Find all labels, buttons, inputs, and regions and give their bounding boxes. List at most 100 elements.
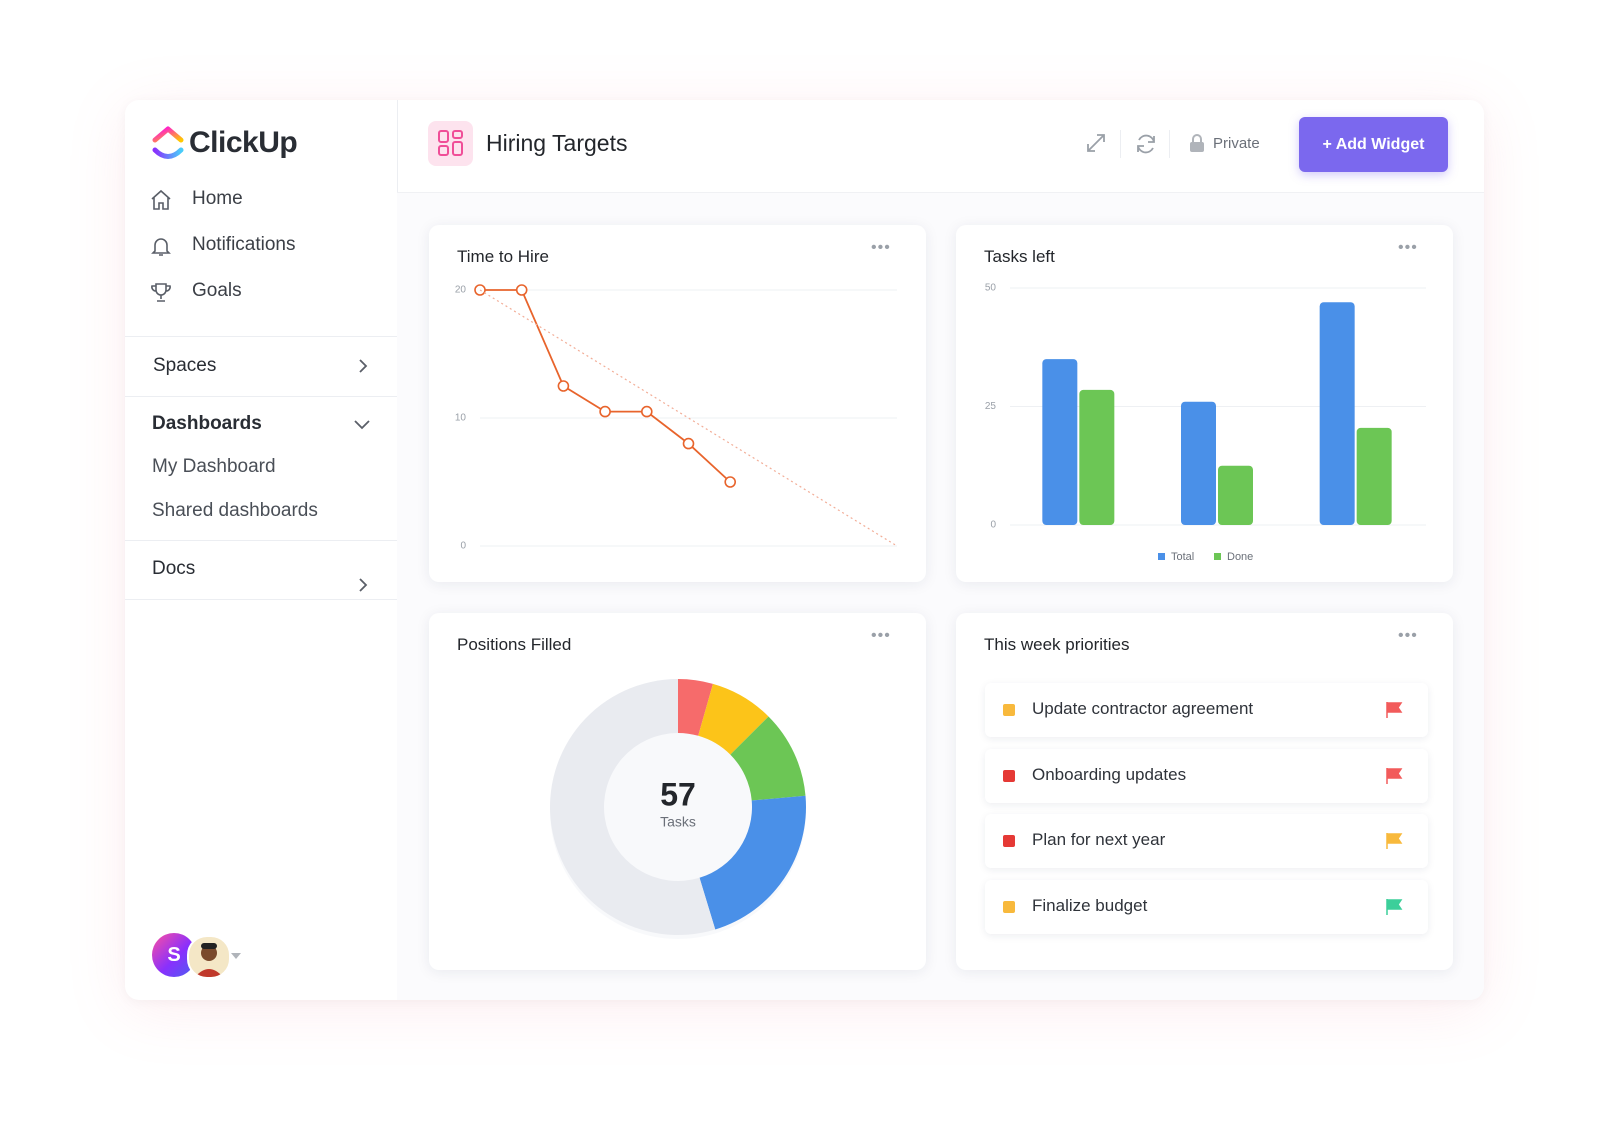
- divider: [1169, 130, 1170, 158]
- center-value: 57: [660, 776, 696, 812]
- privacy-label[interactable]: Private: [1213, 135, 1260, 152]
- header-border: [397, 192, 1484, 193]
- priority-text: Finalize budget: [1032, 895, 1148, 915]
- line-chart: 0 10 20: [455, 284, 898, 552]
- status-square: [1003, 704, 1015, 716]
- separator: [125, 396, 397, 397]
- widget-card: Tasks left ••• 0 25 50 Total Done: [956, 225, 1453, 582]
- bar: [1042, 359, 1078, 525]
- priority-flag[interactable]: [1385, 898, 1403, 916]
- donut-chart: 57 Tasks: [550, 679, 806, 939]
- widget-card: Time to Hire ••• 0 10 20: [429, 225, 926, 582]
- priority-item[interactable]: Update contractor agreement: [985, 683, 1428, 737]
- legend-swatch: [1158, 553, 1165, 560]
- priority-item[interactable]: Plan for next year: [985, 814, 1428, 868]
- donut-segment: [699, 795, 806, 930]
- donut-segment: [730, 716, 806, 801]
- y-tick-label: 0: [460, 541, 466, 552]
- dashboard-link[interactable]: Shared dashboards: [152, 500, 318, 521]
- bar: [1319, 302, 1355, 525]
- bar: [1079, 389, 1115, 525]
- bar: [1181, 401, 1216, 525]
- widget-menu[interactable]: •••: [1398, 627, 1418, 644]
- line-series: [480, 289, 731, 483]
- nav-item[interactable]: Notifications: [192, 234, 296, 255]
- data-point: [641, 405, 653, 418]
- lock-icon: [1190, 134, 1204, 152]
- brand-name: ClickUp: [189, 126, 298, 159]
- y-tick-label: 0: [990, 520, 996, 531]
- flag-shape: [1386, 833, 1403, 849]
- chevron-right: [359, 578, 368, 592]
- person-icon: [195, 943, 223, 977]
- status-square: [1003, 769, 1015, 782]
- widget-title: This week priorities: [984, 635, 1130, 654]
- dashboard-link[interactable]: My Dashboard: [152, 456, 276, 477]
- nav-item[interactable]: Home: [192, 188, 243, 209]
- priority-flag[interactable]: [1385, 767, 1403, 785]
- widget-card: This week priorities ••• Update contract…: [956, 613, 1453, 970]
- priority-text: Update contractor agreement: [1032, 699, 1254, 718]
- legend-label: Done: [1227, 551, 1253, 563]
- y-tick-label: 20: [455, 285, 467, 296]
- separator: [125, 540, 397, 541]
- chevron-right: [359, 359, 368, 373]
- widget-menu[interactable]: •••: [871, 627, 891, 644]
- y-tick-label: 25: [985, 401, 997, 412]
- donut-segment: [678, 679, 713, 736]
- status-square: [1003, 900, 1015, 913]
- widget-title: Positions Filled: [457, 635, 572, 654]
- bar: [1356, 427, 1392, 525]
- donut-segment: [550, 679, 716, 935]
- donut-segment: [698, 683, 769, 755]
- refresh-icon[interactable]: [1134, 132, 1158, 156]
- data-point: [682, 437, 695, 450]
- nav-item[interactable]: Goals: [192, 280, 242, 301]
- flag-shape: [1386, 702, 1403, 718]
- widget-card: Positions Filled ••• 57 Tasks: [429, 613, 926, 970]
- legend-swatch: [1214, 553, 1221, 560]
- separator: [125, 336, 397, 337]
- section-docs[interactable]: Docs: [152, 558, 196, 579]
- line-series: [479, 289, 898, 547]
- trophy-icon: [151, 283, 171, 302]
- legend-label: Total: [1171, 551, 1194, 563]
- widget-title: Time to Hire: [457, 247, 549, 266]
- y-tick-label: 50: [985, 283, 997, 294]
- bar: [1218, 465, 1253, 525]
- section-spaces[interactable]: Spaces: [153, 355, 217, 376]
- divider: [1120, 130, 1121, 158]
- separator: [125, 599, 397, 600]
- add-widget-button[interactable]: + Add Widget: [1299, 117, 1448, 172]
- bell-icon: [151, 238, 171, 256]
- expand-icon[interactable]: [1085, 132, 1107, 154]
- data-point: [599, 405, 611, 418]
- grid-icon: [438, 130, 463, 156]
- data-point: [557, 380, 570, 392]
- widget-title: Tasks left: [984, 247, 1055, 266]
- caret: [231, 953, 241, 959]
- priority-text: Onboarding updates: [1032, 764, 1187, 784]
- flag-shape: [1386, 767, 1403, 784]
- chevron-down: [354, 420, 370, 430]
- user-avatar[interactable]: S: [152, 933, 196, 977]
- home-icon: [151, 189, 171, 210]
- page-title: Hiring Targets: [486, 130, 628, 156]
- priority-item[interactable]: Onboarding updates: [985, 748, 1428, 803]
- status-square: [1003, 835, 1015, 847]
- priority-flag[interactable]: [1385, 832, 1403, 850]
- data-point: [724, 476, 737, 488]
- flag-shape: [1386, 898, 1403, 915]
- priority-flag[interactable]: [1385, 701, 1403, 719]
- y-tick-label: 10: [455, 413, 467, 424]
- section-dashboards[interactable]: Dashboards: [152, 413, 262, 434]
- user-photo: [187, 935, 231, 979]
- center-label: Tasks: [660, 814, 696, 830]
- brand-logo: [152, 126, 184, 159]
- priority-item[interactable]: Finalize budget: [985, 879, 1428, 934]
- widget-menu[interactable]: •••: [871, 239, 891, 256]
- dashboard-icon: [428, 121, 473, 166]
- bar-chart: 0 25 50 Total Done: [985, 283, 1426, 563]
- widget-menu[interactable]: •••: [1398, 239, 1418, 256]
